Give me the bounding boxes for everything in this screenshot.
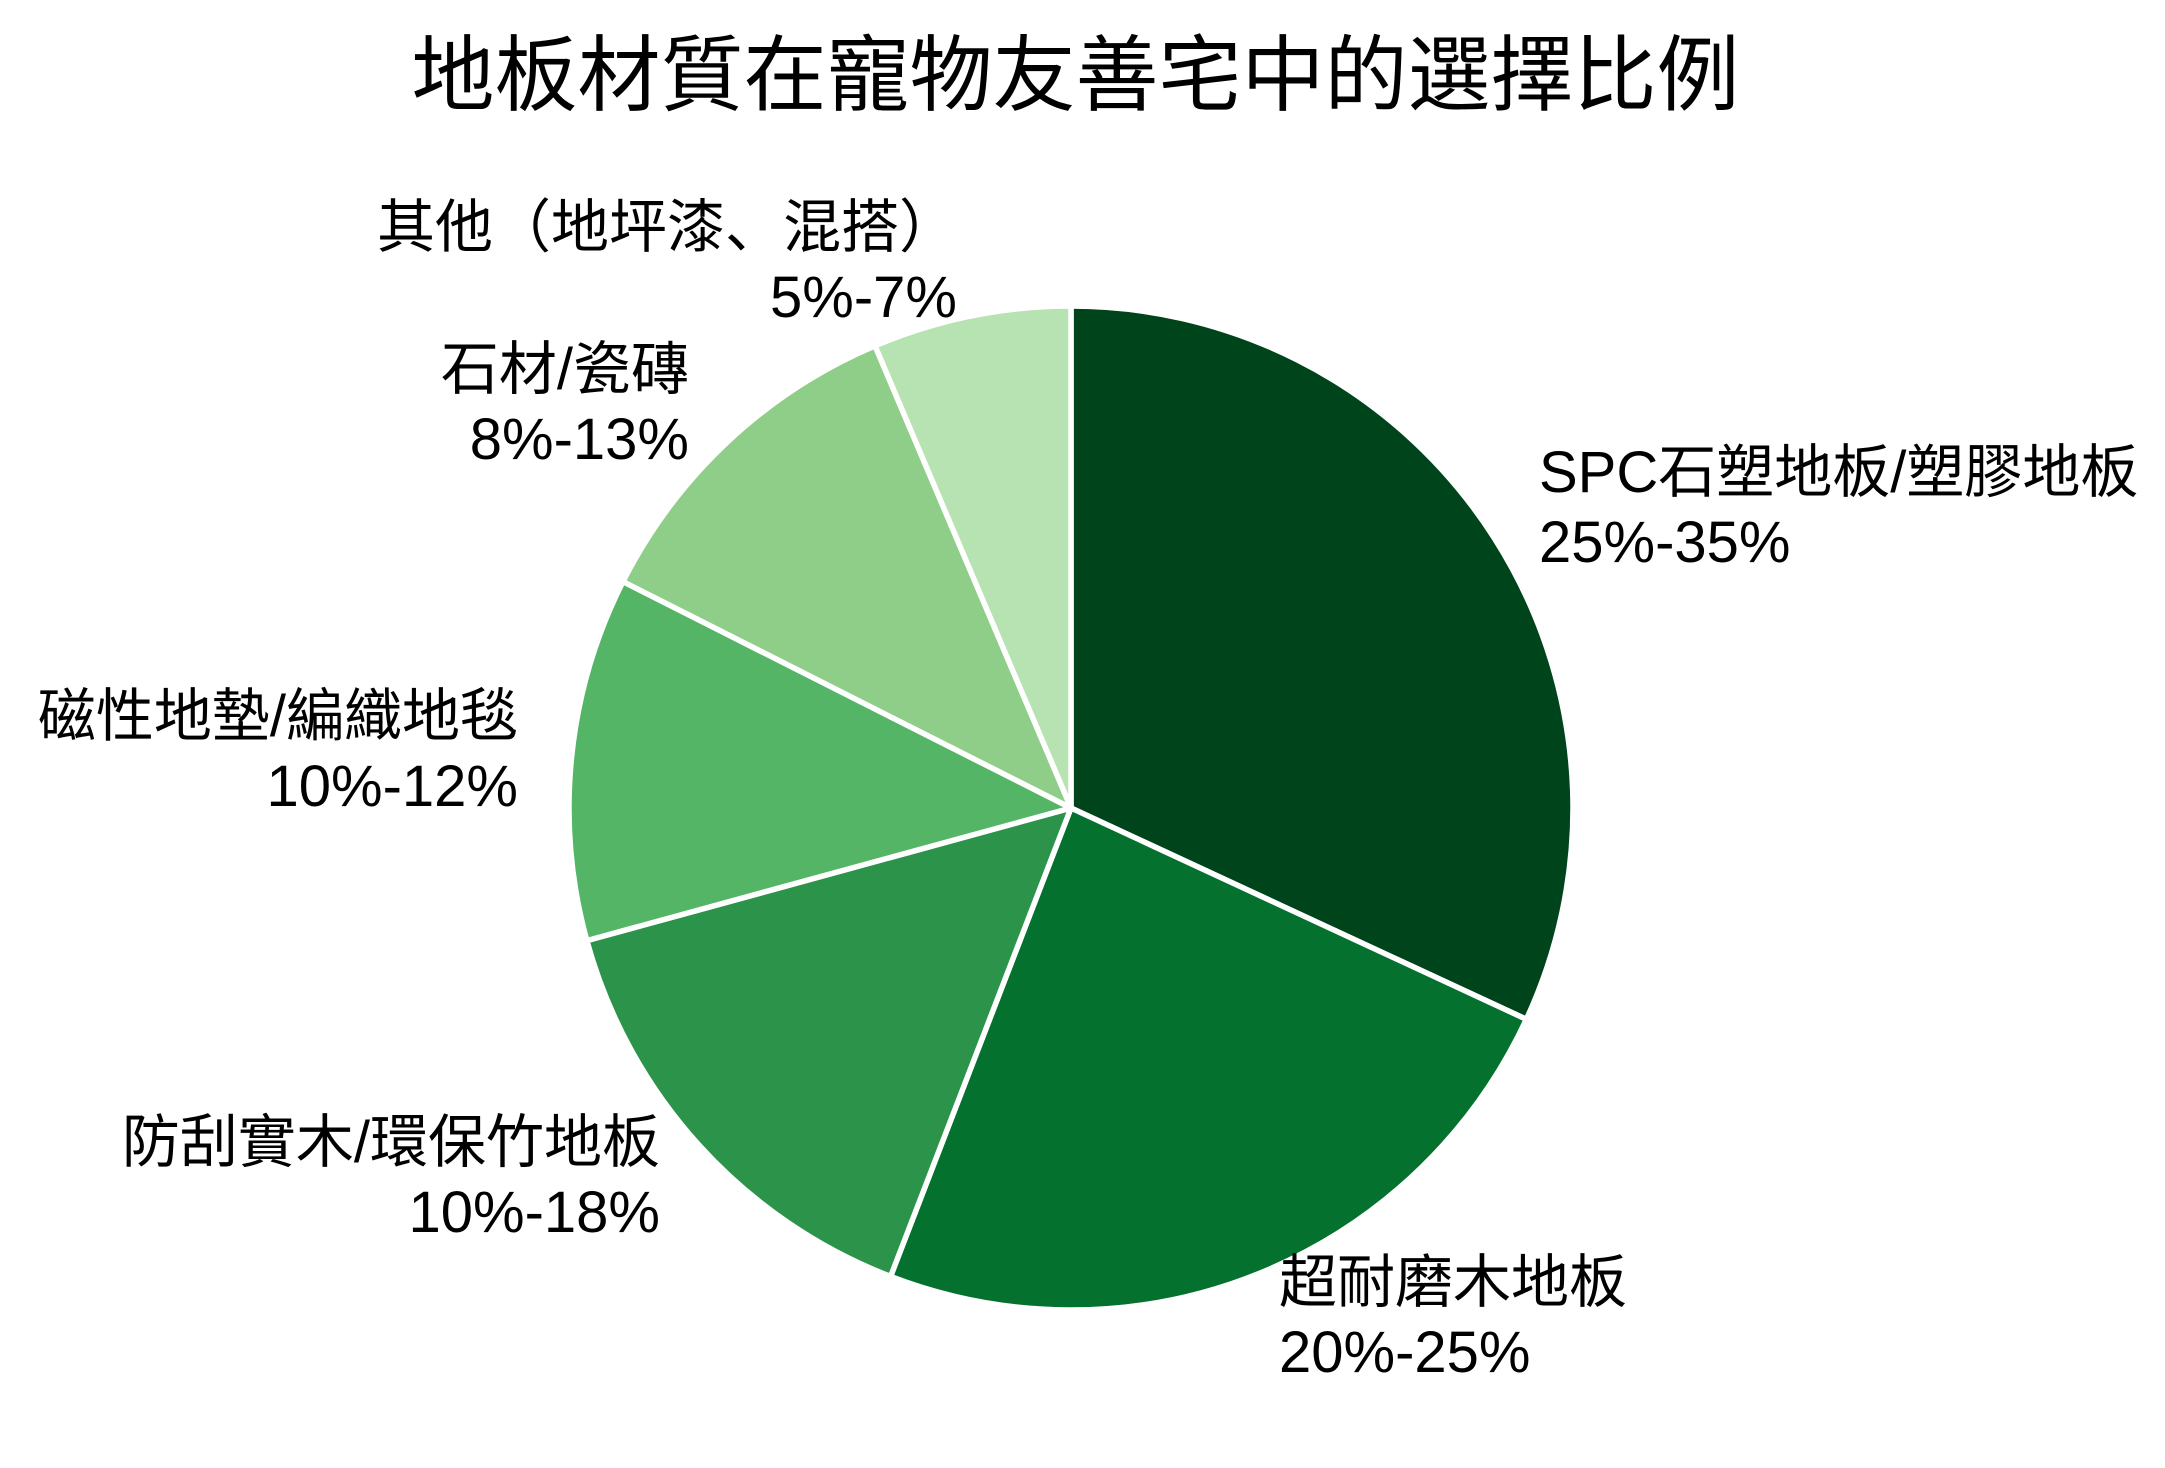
slice-label-laminate-wood: 超耐磨木地板 20%-25% <box>1279 1248 1627 1388</box>
pie-slice-laminate-wood <box>887 805 1530 1313</box>
slice-label-scratch-resistant-hardwood-bamboo: 防刮實木/環保竹地板 10%-18% <box>122 1108 660 1248</box>
slice-label-spc-vinyl: SPC石塑地板/塑膠地板 25%-35% <box>1539 438 2138 578</box>
pie-slice-magnetic-mat-woven-carpet <box>566 578 1074 944</box>
slice-label-other: 其他（地坪漆、混搭） 5%-7% <box>377 193 957 333</box>
pie-slice-other <box>872 303 1074 811</box>
slice-label-range: 8%-13% <box>469 407 689 472</box>
chart-title: 地板材質在寵物友善宅中的選擇比例 <box>411 29 1740 122</box>
pie-slice-spc-vinyl <box>1068 303 1576 1023</box>
slice-label-name: 石材/瓷磚 <box>440 337 689 402</box>
slice-label-name: 磁性地墊/編織地毯 <box>37 684 518 749</box>
slice-label-name: 防刮實木/環保竹地板 <box>121 1110 660 1175</box>
slice-label-name: 其他（地坪漆、混搭） <box>376 195 957 260</box>
slice-label-range: 10%-18% <box>408 1180 660 1245</box>
slice-label-range: 10%-12% <box>266 754 518 819</box>
slice-label-range: 5%-7% <box>770 265 957 330</box>
slice-label-name: 超耐磨木地板 <box>1279 1250 1628 1315</box>
slice-label-stone-tile: 石材/瓷磚 8%-13% <box>441 335 689 475</box>
slice-label-magnetic-mat-woven-carpet: 磁性地墊/編織地毯 10%-12% <box>38 682 518 822</box>
slice-label-range: 20%-25% <box>1279 1320 1531 1385</box>
slice-label-name: SPC石塑地板/塑膠地板 <box>1539 440 2139 505</box>
pie-slice-scratch-resistant-hardwood-bamboo <box>584 805 1074 1280</box>
pie-slice-stone-tile <box>620 343 1074 811</box>
slice-label-range: 25%-35% <box>1539 510 1791 575</box>
